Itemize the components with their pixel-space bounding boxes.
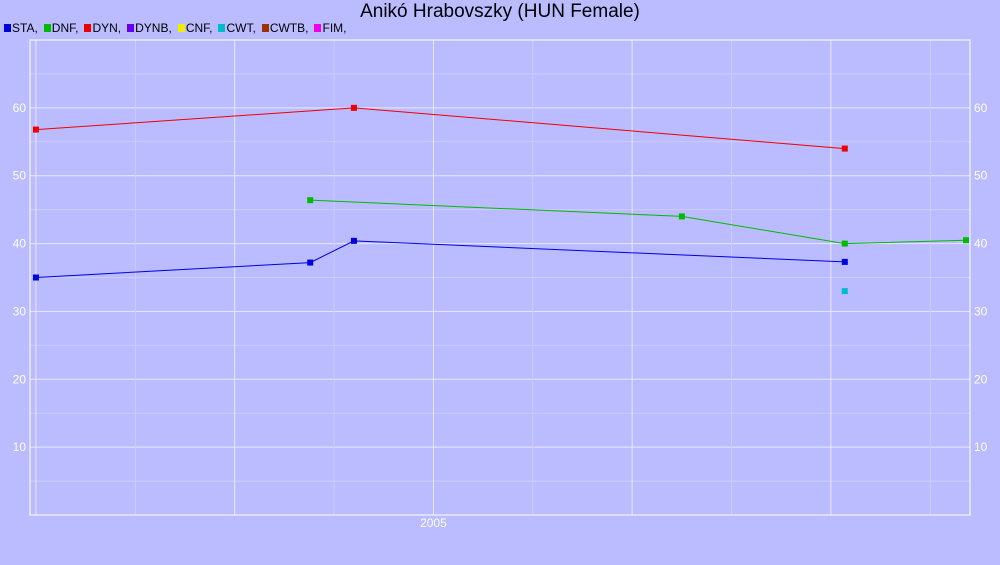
y-tick-label-left: 50: [13, 169, 27, 183]
y-tick-label-right: 50: [974, 169, 988, 183]
data-point-sta: [350, 237, 357, 244]
data-point-sta: [32, 274, 39, 281]
legend-label-dyn: DYN,: [92, 21, 122, 35]
legend-label-dynb: DYNB,: [135, 21, 172, 35]
legend-swatch-dnf: [43, 24, 51, 32]
data-point-dnf: [678, 213, 685, 220]
legend-item-cnf: CNF,: [177, 21, 213, 35]
x-tick-label: 2005: [420, 516, 447, 530]
legend-label-cwtb: CWTB,: [269, 21, 309, 35]
chart-title: Anikó Hrabovszky (HUN Female): [360, 1, 640, 22]
series-line-dyn: [35, 107, 845, 150]
legend-label-cwt: CWT,: [226, 21, 256, 35]
data-point-dyn: [32, 126, 39, 133]
legend-item-fim: FIM,: [314, 21, 346, 35]
legend-item-dynb: DYNB,: [127, 21, 172, 35]
y-tick-label-left: 10: [13, 440, 27, 454]
y-tick-label-right: 60: [974, 101, 988, 115]
legend: STA, DNF, DYN, DYNB, CNF, CWT, CWTB, FIM,: [4, 21, 352, 35]
data-point-dyn: [841, 145, 848, 152]
plot-border: [29, 39, 971, 516]
y-tick-label-left: 60: [13, 101, 27, 115]
legend-item-dnf: DNF,: [43, 21, 79, 35]
y-tick-label-left: 30: [13, 304, 27, 318]
y-tick-label-right: 30: [974, 304, 988, 318]
legend-swatch-cwtb: [261, 24, 269, 32]
legend-label-cnf: CNF,: [185, 21, 213, 35]
data-point-cwt: [841, 288, 848, 295]
data-point-sta: [841, 258, 848, 265]
legend-label-dnf: DNF,: [51, 21, 79, 35]
legend-swatch-sta: [4, 24, 11, 32]
data-point-sta: [307, 259, 314, 266]
legend-swatch-cnf: [177, 24, 185, 32]
legend-item-sta: STA,: [4, 21, 38, 35]
data-point-dnf: [963, 237, 970, 244]
data-point-dnf: [307, 197, 314, 204]
legend-label-fim: FIM,: [322, 21, 347, 35]
series-line-dnf: [310, 199, 967, 245]
legend-swatch-dynb: [127, 24, 135, 32]
y-tick-label-right: 40: [974, 237, 988, 251]
legend-swatch-fim: [314, 24, 322, 32]
data-point-dyn: [350, 104, 357, 111]
legend-swatch-dyn: [84, 24, 92, 32]
y-tick-label-left: 40: [13, 237, 27, 251]
legend-item-cwtb: CWTB,: [261, 21, 309, 35]
series-line-sta: [35, 240, 845, 278]
y-tick-label-right: 10: [974, 440, 988, 454]
y-tick-label-right: 20: [974, 372, 988, 386]
legend-swatch-cwt: [218, 24, 226, 32]
legend-item-dyn: DYN,: [84, 21, 121, 35]
legend-label-sta: STA,: [12, 21, 38, 35]
data-point-dnf: [841, 240, 848, 247]
legend-item-cwt: CWT,: [218, 21, 256, 35]
y-tick-label-left: 20: [13, 372, 27, 386]
